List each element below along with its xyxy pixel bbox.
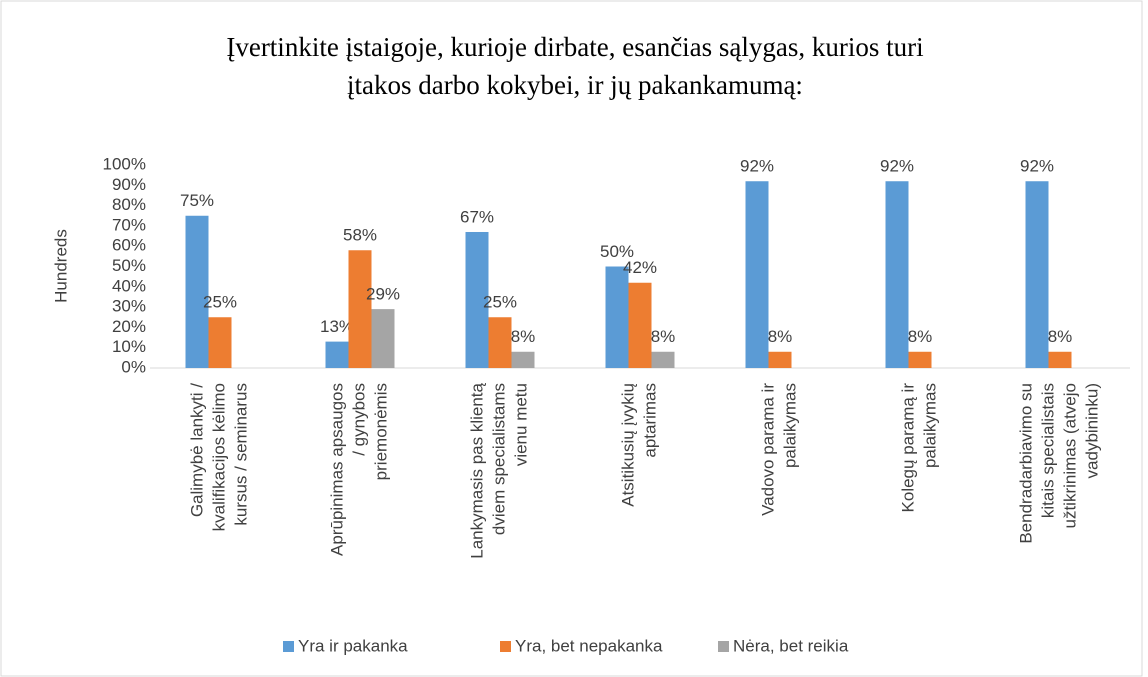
legend-label: Yra ir pakanka <box>298 636 408 655</box>
x-tick-label: vienu metu <box>511 383 530 466</box>
y-tick-label: 10% <box>112 337 146 356</box>
legend-swatch <box>500 641 511 652</box>
bar <box>511 351 535 368</box>
x-tick-label: / gynybos <box>349 383 368 456</box>
bar <box>651 351 675 368</box>
data-label: 13% <box>320 317 354 336</box>
data-label: 92% <box>880 157 914 176</box>
chart-title: Įvertinkite įstaigoje, kurioje dirbate, … <box>226 32 923 62</box>
data-label: 67% <box>460 207 494 226</box>
legend-label: Yra, bet nepakanka <box>515 636 663 655</box>
x-tick-label: palaikymas <box>780 383 799 468</box>
x-tick-label: aptarimas <box>640 383 659 458</box>
data-label: 25% <box>203 293 237 312</box>
x-tick-label: priemonėmis <box>371 383 390 480</box>
bar <box>185 215 209 368</box>
legend-swatch <box>283 641 294 652</box>
data-label: 8% <box>768 327 793 346</box>
data-label: 92% <box>740 157 774 176</box>
y-tick-label: 60% <box>112 236 146 255</box>
chart-title: įtakos darbo kokybei, ir jų pakankamumą: <box>347 70 803 100</box>
x-tick-label: kvalifikacijos kėlimo <box>209 383 228 531</box>
y-tick-label: 30% <box>112 297 146 316</box>
x-tick-label: Aprūpinimas apsaugos <box>327 383 346 556</box>
data-label: 50% <box>600 242 634 261</box>
y-tick-label: 40% <box>112 276 146 295</box>
data-label: 8% <box>908 327 933 346</box>
x-tick-label: Lankymasis pas klientą <box>467 382 486 558</box>
legend-label: Nėra, bet reikia <box>733 636 849 655</box>
y-tick-label: 90% <box>112 175 146 194</box>
x-tick-label: kitais specialistais <box>1038 383 1057 518</box>
legend-swatch <box>718 641 729 652</box>
data-label: 42% <box>623 258 657 277</box>
y-tick-label: 50% <box>112 256 146 275</box>
data-label: 8% <box>1048 327 1073 346</box>
bar <box>605 266 629 368</box>
x-tick-label: Galimybė lankyti / <box>187 383 206 517</box>
bar <box>465 231 489 368</box>
y-axis-label: Hundreds <box>51 229 70 303</box>
bar <box>1025 181 1049 368</box>
data-label: 92% <box>1020 157 1054 176</box>
bar <box>325 341 349 368</box>
x-tick-label: dviem specialistams <box>489 383 508 535</box>
bar <box>768 351 792 368</box>
bar <box>885 181 909 368</box>
data-label: 8% <box>651 327 676 346</box>
y-tick-label: 20% <box>112 317 146 336</box>
y-tick-label: 70% <box>112 215 146 234</box>
y-tick-label: 80% <box>112 195 146 214</box>
data-label: 29% <box>366 285 400 304</box>
bar <box>1048 351 1072 368</box>
y-tick-label: 0% <box>121 357 146 376</box>
y-tick-label: 100% <box>103 154 146 173</box>
x-tick-label: Bendradarbiavimo su <box>1016 383 1035 544</box>
x-tick-label: palaikymas <box>920 383 939 468</box>
bar <box>745 181 769 368</box>
data-label: 25% <box>483 293 517 312</box>
data-label: 58% <box>343 226 377 245</box>
bar <box>488 317 512 368</box>
x-tick-label: Kolegų paramą ir <box>898 383 917 513</box>
x-tick-label: vadybininku) <box>1082 383 1101 478</box>
data-label: 75% <box>180 191 214 210</box>
bar <box>628 282 652 368</box>
x-tick-label: Vadovo parama ir <box>758 383 777 516</box>
bar <box>348 250 372 368</box>
x-tick-label: užtikrinimas (atvejo <box>1060 383 1079 529</box>
x-tick-label: kursus / seminarus <box>231 383 250 526</box>
data-label: 8% <box>511 327 536 346</box>
bar <box>908 351 932 368</box>
x-tick-label: Atsitikusių įvykių <box>618 383 637 507</box>
bar <box>371 309 395 368</box>
bar <box>208 317 232 368</box>
